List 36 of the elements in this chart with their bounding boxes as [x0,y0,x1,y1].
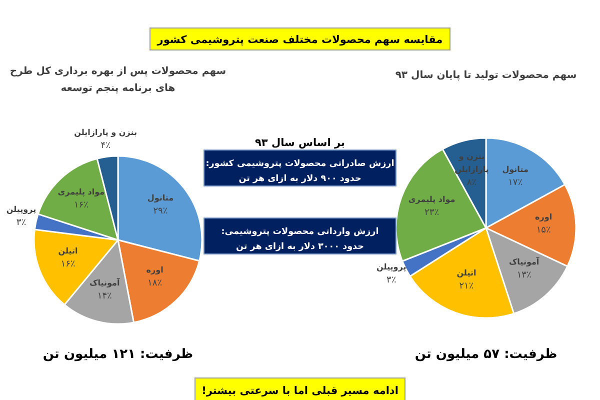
slice-label: متانول [147,194,174,203]
data-label: ۲۹٪ [153,206,168,217]
slice-label: متانول [502,164,528,174]
slice-label: پروپیلن [376,262,406,272]
slice-label: اتیلن [456,268,476,278]
data-label: ۱۶٪ [60,259,76,270]
slice-label: بنزن و پارازایلن [74,128,137,138]
data-label: ۱۵٪ [536,226,551,236]
data-label: ۱۸٪ [148,278,162,289]
slice-label: مواد پلیمری [408,194,456,204]
text: بر اساس سال ۹۳ [254,137,346,149]
data-label: ۳٪ [386,276,396,286]
slice-label: اوره [535,212,552,222]
data-label: ۱۶٪ [74,200,89,210]
chart-title: سهم محصولات پس از بهره برداری کل طرح های برنامه پنجم توسعه [10,66,226,94]
data-label: ۲۳٪ [424,208,440,218]
data-label: ۲۱٪ [459,282,474,292]
data-label: ۳٪ [16,218,26,228]
slice-label: آمونیاک [509,256,540,267]
slice-label: پروپیلن [6,204,36,214]
data-label: ۱۴٪ [97,292,112,302]
slice-label: اتیلن [58,246,78,256]
slice-label: آمونیاک [90,278,120,288]
text: ظرفیت: ۱۲۱ میلیون تن [42,347,194,362]
data-label: ۱۳٪ [516,270,532,281]
slice-label: اوره [146,266,164,275]
text: ارزش صادراتی محصولات پتروشیمی کشور: حدود ۹۰۰ دلار به ازای هر تن [206,159,394,184]
data-label: ۱۷٪ [508,178,523,188]
data-label: ۴٪ [100,141,111,152]
text: ادامه مسیر قبلی اما با سرعتی بیشتر! [202,385,398,397]
text: ارزش وارداتی محصولات پتروشیمی: حدود ۳۰۰۰ دلار به ازای هر تن [221,227,379,252]
text: مقایسه سهم محصولات مختلف صنعت پتروشیمی کشور [156,34,443,46]
chart-title: سهم محصولات تولید تا پایان سال ۹۳ [395,70,577,81]
text: ظرفیت: ۵۷ میلیون تن [414,347,558,362]
data-label: ۸٪ [466,178,477,188]
slice-label: مواد پلیمری [58,187,105,196]
